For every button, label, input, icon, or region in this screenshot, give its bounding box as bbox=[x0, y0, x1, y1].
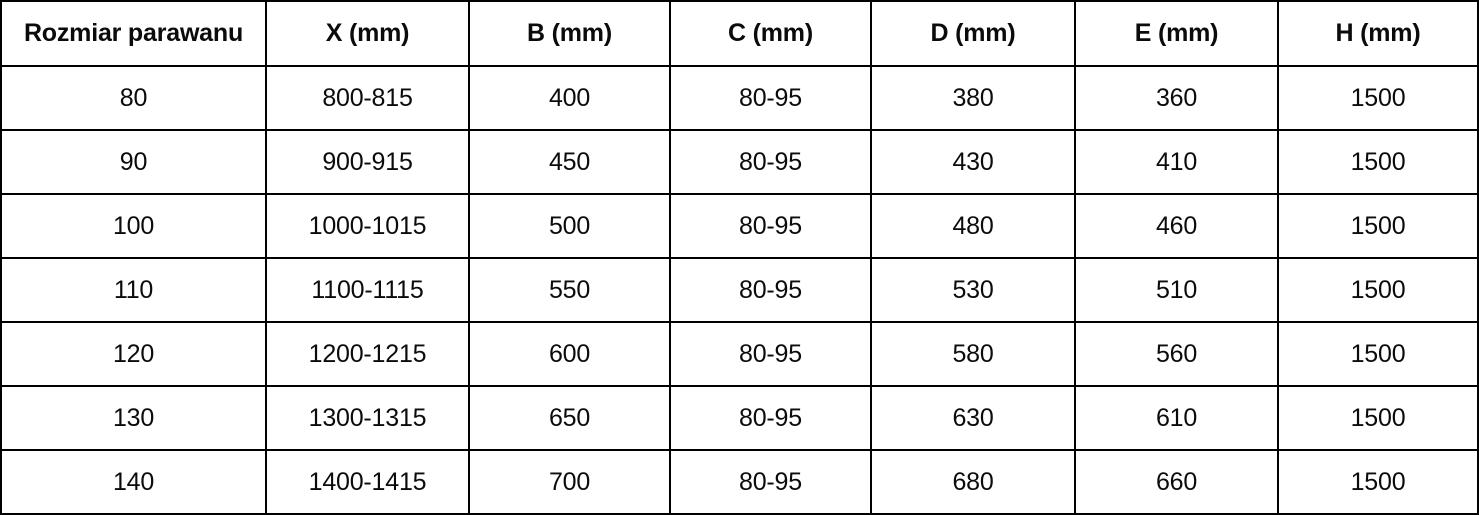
table-row: 100 1000-1015 500 80-95 480 460 1500 bbox=[0, 193, 1479, 259]
cell-size: 90 bbox=[0, 129, 267, 195]
cell-h: 1500 bbox=[1277, 321, 1479, 387]
cell-c: 80-95 bbox=[669, 129, 872, 195]
cell-size: 80 bbox=[0, 65, 267, 131]
cell-b: 650 bbox=[468, 385, 671, 451]
cell-b: 400 bbox=[468, 65, 671, 131]
cell-x: 1100-1115 bbox=[265, 257, 470, 323]
column-header-e: E (mm) bbox=[1074, 0, 1279, 67]
cell-b: 600 bbox=[468, 321, 671, 387]
column-header-h: H (mm) bbox=[1277, 0, 1479, 67]
cell-d: 530 bbox=[870, 257, 1076, 323]
cell-x: 1400-1415 bbox=[265, 449, 470, 515]
cell-h: 1500 bbox=[1277, 129, 1479, 195]
cell-e: 560 bbox=[1074, 321, 1279, 387]
cell-c: 80-95 bbox=[669, 193, 872, 259]
cell-e: 410 bbox=[1074, 129, 1279, 195]
cell-c: 80-95 bbox=[669, 65, 872, 131]
cell-e: 360 bbox=[1074, 65, 1279, 131]
cell-x: 1300-1315 bbox=[265, 385, 470, 451]
cell-size: 100 bbox=[0, 193, 267, 259]
cell-size: 120 bbox=[0, 321, 267, 387]
cell-d: 480 bbox=[870, 193, 1076, 259]
cell-x: 900-915 bbox=[265, 129, 470, 195]
cell-c: 80-95 bbox=[669, 321, 872, 387]
cell-d: 630 bbox=[870, 385, 1076, 451]
cell-e: 660 bbox=[1074, 449, 1279, 515]
column-header-x: X (mm) bbox=[265, 0, 470, 67]
cell-h: 1500 bbox=[1277, 257, 1479, 323]
cell-d: 680 bbox=[870, 449, 1076, 515]
table-header-row: Rozmiar parawanu X (mm) B (mm) C (mm) D … bbox=[0, 0, 1479, 67]
table-row: 130 1300-1315 650 80-95 630 610 1500 bbox=[0, 385, 1479, 451]
column-header-c: C (mm) bbox=[669, 0, 872, 67]
table-body: 80 800-815 400 80-95 380 360 1500 90 900… bbox=[0, 65, 1479, 515]
table-row: 80 800-815 400 80-95 380 360 1500 bbox=[0, 65, 1479, 131]
cell-x: 800-815 bbox=[265, 65, 470, 131]
cell-b: 700 bbox=[468, 449, 671, 515]
cell-d: 580 bbox=[870, 321, 1076, 387]
cell-e: 460 bbox=[1074, 193, 1279, 259]
table-header: Rozmiar parawanu X (mm) B (mm) C (mm) D … bbox=[0, 0, 1479, 67]
cell-e: 510 bbox=[1074, 257, 1279, 323]
column-header-size: Rozmiar parawanu bbox=[0, 0, 267, 67]
cell-h: 1500 bbox=[1277, 449, 1479, 515]
cell-c: 80-95 bbox=[669, 257, 872, 323]
cell-size: 130 bbox=[0, 385, 267, 451]
cell-x: 1200-1215 bbox=[265, 321, 470, 387]
cell-b: 450 bbox=[468, 129, 671, 195]
cell-h: 1500 bbox=[1277, 193, 1479, 259]
cell-size: 140 bbox=[0, 449, 267, 515]
cell-x: 1000-1015 bbox=[265, 193, 470, 259]
column-header-b: B (mm) bbox=[468, 0, 671, 67]
cell-h: 1500 bbox=[1277, 65, 1479, 131]
cell-c: 80-95 bbox=[669, 449, 872, 515]
table-row: 120 1200-1215 600 80-95 580 560 1500 bbox=[0, 321, 1479, 387]
cell-e: 610 bbox=[1074, 385, 1279, 451]
cell-d: 380 bbox=[870, 65, 1076, 131]
table-row: 110 1100-1115 550 80-95 530 510 1500 bbox=[0, 257, 1479, 323]
cell-h: 1500 bbox=[1277, 385, 1479, 451]
cell-d: 430 bbox=[870, 129, 1076, 195]
cell-b: 500 bbox=[468, 193, 671, 259]
cell-b: 550 bbox=[468, 257, 671, 323]
column-header-d: D (mm) bbox=[870, 0, 1076, 67]
cell-size: 110 bbox=[0, 257, 267, 323]
table-row: 140 1400-1415 700 80-95 680 660 1500 bbox=[0, 449, 1479, 515]
table-row: 90 900-915 450 80-95 430 410 1500 bbox=[0, 129, 1479, 195]
cell-c: 80-95 bbox=[669, 385, 872, 451]
